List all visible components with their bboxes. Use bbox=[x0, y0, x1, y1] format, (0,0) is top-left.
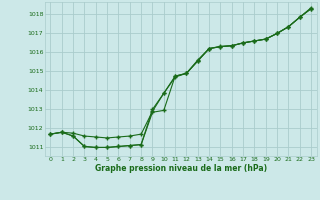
X-axis label: Graphe pression niveau de la mer (hPa): Graphe pression niveau de la mer (hPa) bbox=[95, 164, 267, 173]
